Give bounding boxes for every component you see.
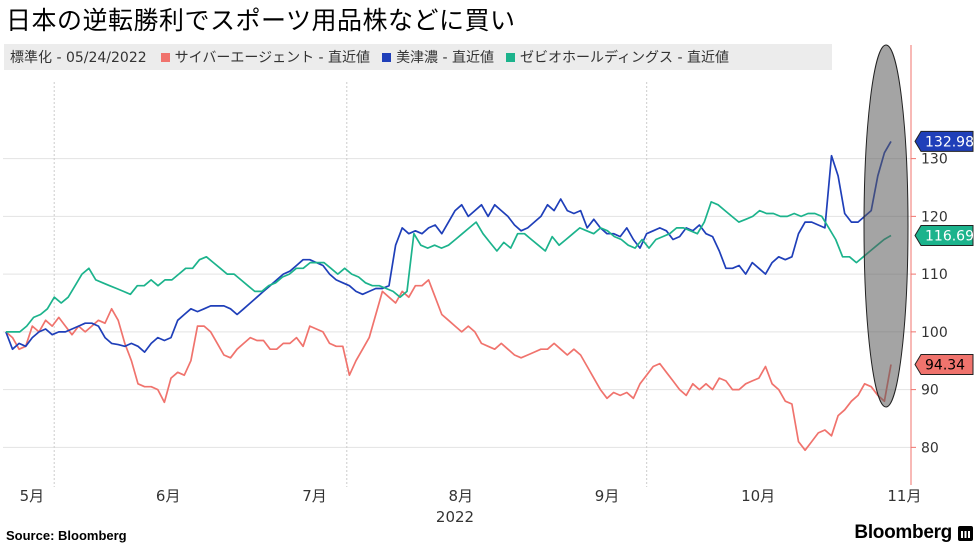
x-tick-label-6: 11月 [887, 487, 921, 505]
series-line-xebio [5, 201, 892, 333]
value-tag-text-0: 132.98 [925, 134, 974, 150]
chart-title: 日本の逆転勝利でスポーツ用品株などに買い [6, 6, 516, 35]
x-tick-label-3: 8月 [449, 487, 474, 505]
y-tick-label-110: 110 [921, 267, 948, 283]
legend-label-mizuno: 美津濃 - 直近値 [396, 50, 495, 66]
legend-bar: 標準化 - 05/24/2022 サイバーエージェント - 直近値 美津濃 - … [4, 44, 832, 70]
legend-item-mizuno: 美津濃 - 直近値 [382, 47, 494, 67]
x-tick-label-4: 9月 [595, 487, 620, 505]
value-tag-text-2: 94.34 [925, 358, 965, 374]
x-axis-year-label: 2022 [436, 508, 474, 526]
legend-label-xebio: ゼビオホールディングス - 直近値 [520, 50, 729, 66]
source-note: Source: Bloomberg [6, 528, 127, 543]
legend-label-cyberagent: サイバーエージェント - 直近値 [174, 50, 371, 66]
legend-swatch-xebio [506, 52, 516, 62]
bloomberg-logo: Bloomberg [854, 522, 973, 544]
y-tick-label-100: 100 [921, 325, 948, 341]
value-tag-xebio [914, 224, 974, 246]
legend-item-xebio: ゼビオホールディングス - 直近値 [506, 47, 729, 67]
highlight-ellipse [863, 44, 909, 408]
x-tick-label-0: 5月 [20, 487, 45, 505]
legend-item-cyberagent: サイバーエージェント - 直近値 [160, 47, 371, 67]
y-tick-label-120: 120 [921, 209, 948, 225]
legend-base-date: 標準化 - 05/24/2022 [10, 50, 147, 66]
y-tick-label-130: 130 [921, 152, 948, 168]
x-tick-label-2: 7月 [302, 487, 327, 505]
series-line-mizuno [5, 140, 892, 353]
x-tick-label-5: 10月 [741, 487, 775, 505]
value-tag-cyberagent [914, 354, 974, 376]
value-tag-text-1: 116.69 [925, 228, 974, 244]
y-tick-label-80: 80 [921, 440, 939, 456]
value-tag-mizuno [914, 130, 974, 152]
bloomberg-icon [958, 525, 973, 541]
brand-text: Bloomberg [854, 522, 952, 543]
legend-swatch-cyberagent [160, 52, 170, 62]
y-tick-label-90: 90 [921, 383, 939, 399]
x-tick-label-1: 6月 [156, 487, 181, 505]
legend-swatch-mizuno [382, 52, 392, 62]
series-line-cyberagent [5, 279, 892, 452]
